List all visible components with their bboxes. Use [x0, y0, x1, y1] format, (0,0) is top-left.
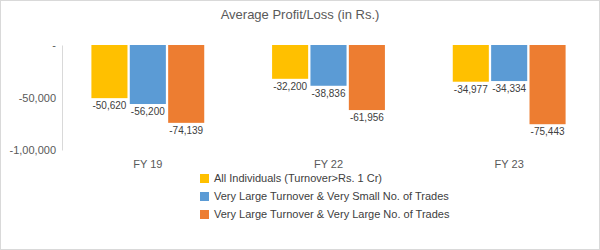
data-label: -56,200 [131, 106, 165, 117]
chart-border [1, 1, 600, 250]
y-axis-line [62, 46, 63, 151]
legend-item: Very Large Turnover & Very Small No. of … [200, 190, 449, 202]
legend: All Individuals (Turnover>Rs. 1 Cr) Very … [200, 172, 450, 220]
bar [453, 45, 489, 82]
data-label: -34,334 [492, 83, 526, 94]
bar [530, 45, 566, 124]
legend-item: All Individuals (Turnover>Rs. 1 Cr) [200, 172, 382, 184]
bars [91, 45, 565, 124]
x-axis: FY 19 FY 22 FY 23 [133, 150, 524, 170]
data-label: -34,977 [454, 84, 488, 95]
bar [310, 45, 346, 86]
y-tick-label: - [52, 39, 56, 51]
chart-title: Average Profit/Loss (in Rs.) [221, 7, 380, 22]
x-tick: FY 19 [133, 150, 162, 170]
data-label: -74,139 [169, 125, 203, 136]
legend-label: Very Large Turnover & Very Small No. of … [214, 190, 449, 202]
legend-item: Very Large Turnover & Very Large No. of … [200, 208, 450, 220]
y-tick-label: -1,00,000 [10, 144, 56, 156]
x-tick: FY 22 [314, 150, 343, 170]
bar [130, 45, 166, 104]
legend-swatch [200, 192, 209, 201]
data-label: -61,956 [350, 112, 384, 123]
y-tick-label: -50,000 [19, 92, 56, 104]
data-label: -38,836 [312, 88, 346, 99]
legend-swatch [200, 210, 209, 219]
bar [272, 45, 308, 79]
data-label: -32,200 [273, 81, 307, 92]
bar [349, 45, 385, 110]
x-tick-label: FY 22 [314, 158, 343, 170]
data-label: -50,620 [92, 100, 126, 111]
y-tick: -1,00,000 [10, 144, 62, 156]
y-tick: - [52, 39, 62, 51]
bar [168, 45, 204, 123]
y-tick: -50,000 [19, 92, 62, 104]
bar [91, 45, 127, 98]
data-labels: -50,620 -32,200 -34,977 -56,200 -38,836 -34,3… [92, 81, 564, 137]
x-tick: FY 23 [495, 150, 524, 170]
legend-label: All Individuals (Turnover>Rs. 1 Cr) [214, 172, 382, 184]
data-label: -75,443 [531, 126, 565, 137]
legend-label: Very Large Turnover & Very Large No. of … [214, 208, 450, 220]
chart-svg: Average Profit/Loss (in Rs.) - -50,000 -1,0… [0, 0, 600, 250]
legend-swatch [200, 174, 209, 183]
x-tick-label: FY 19 [133, 158, 162, 170]
chart-container: Average Profit/Loss (in Rs.) - -50,000 -1,0… [0, 0, 600, 250]
y-axis: - -50,000 -1,00,000 [10, 39, 63, 156]
x-tick-label: FY 23 [495, 158, 524, 170]
bar [491, 45, 527, 81]
